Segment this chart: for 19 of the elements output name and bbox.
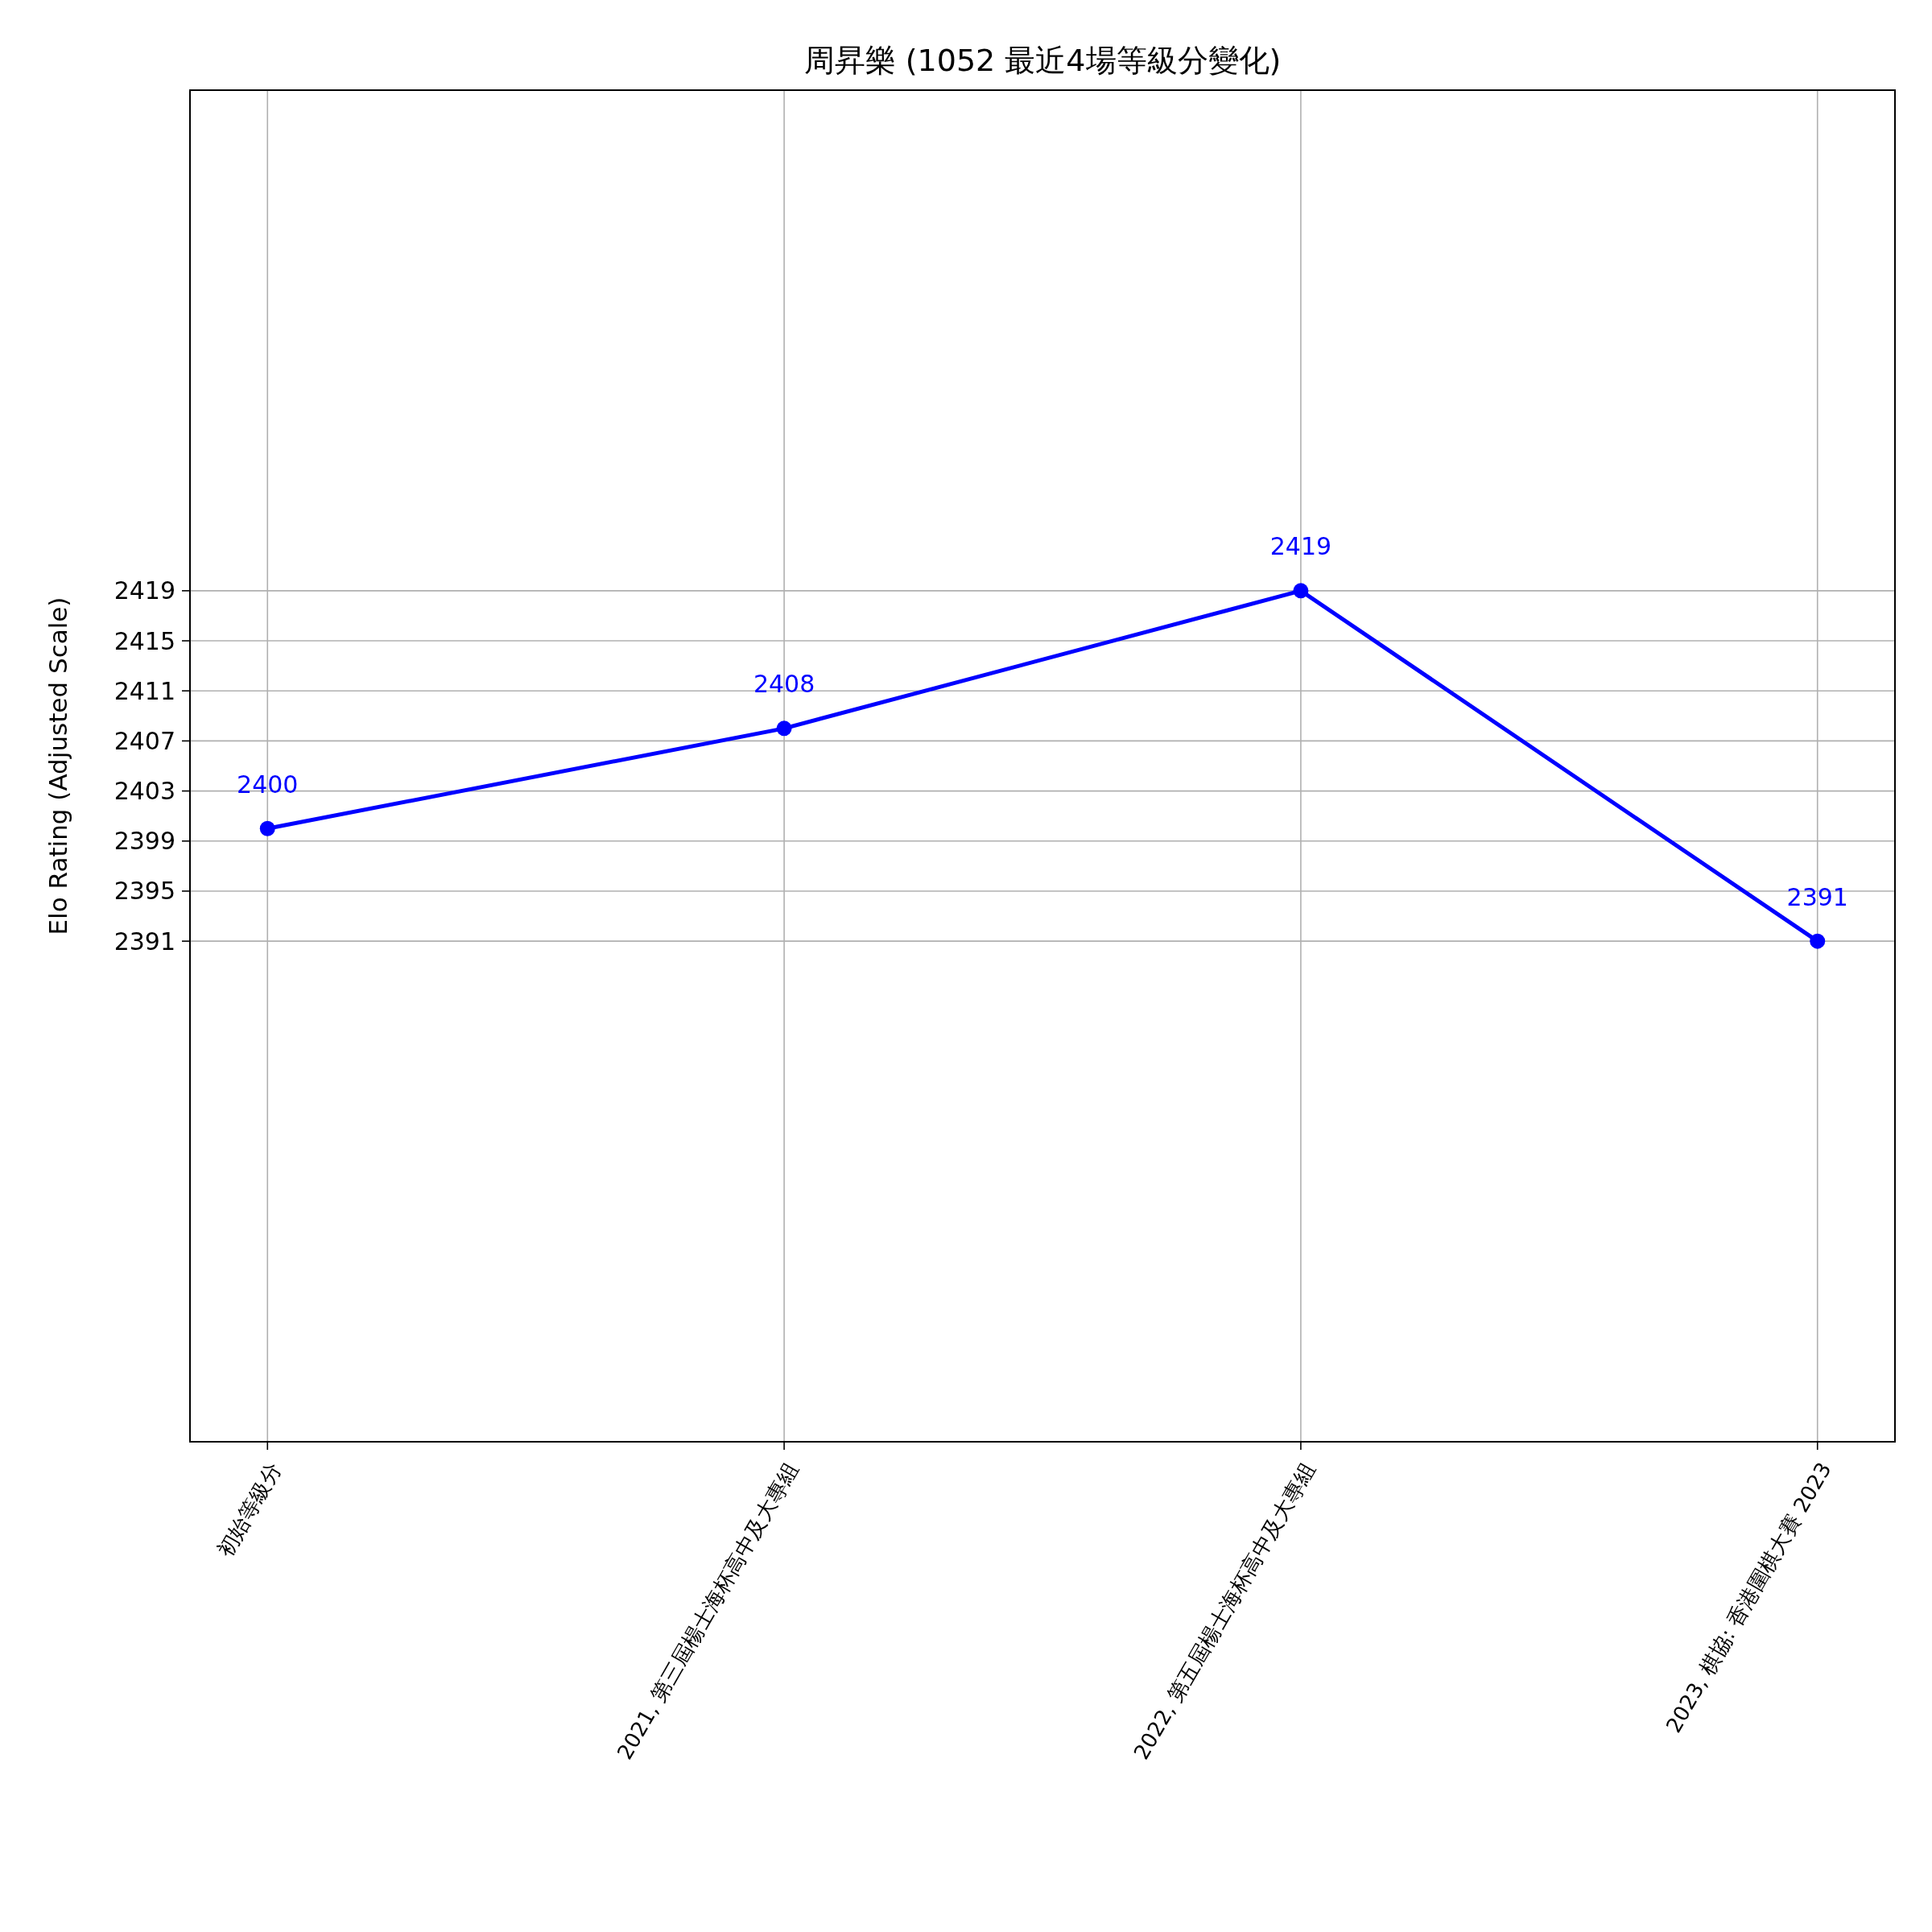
y-axis-title: Elo Rating (Adjusted Scale) (43, 597, 72, 935)
data-label: 2391 (1786, 882, 1848, 911)
y-tick-label: 2395 (114, 877, 175, 906)
data-label: 2408 (753, 670, 815, 699)
data-label: 2419 (1269, 532, 1332, 561)
point (259, 820, 275, 836)
y-tick-label: 2419 (114, 576, 175, 605)
y-tick-label: 2399 (114, 827, 175, 856)
point (1810, 933, 1826, 949)
y-tick-label: 2411 (114, 676, 175, 705)
y-tick-label: 2407 (114, 726, 175, 755)
point (1293, 583, 1309, 599)
x-tick-label: 初始等級分 (213, 1458, 287, 1562)
y-tick-label: 2391 (114, 927, 175, 956)
point (776, 720, 792, 737)
y-tick-label: 2403 (114, 777, 175, 806)
data-label: 2400 (237, 770, 299, 799)
y-tick-label: 2415 (114, 626, 175, 655)
chart-title: 周昇樂 (1052 最近4場等級分變化) (803, 43, 1282, 78)
